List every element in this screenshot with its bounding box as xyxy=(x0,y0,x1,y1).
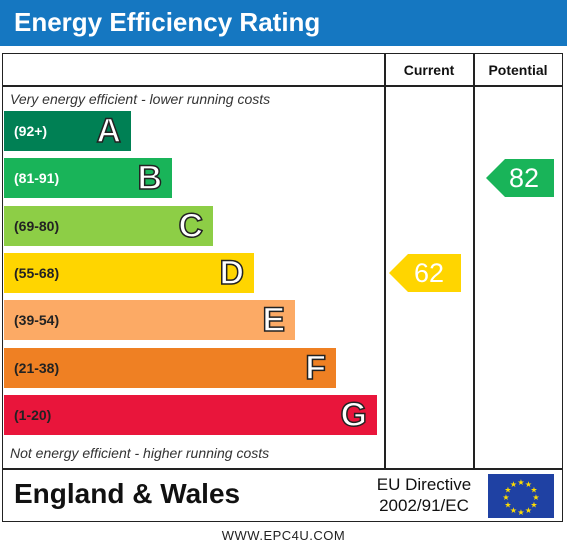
current-arrow-shape xyxy=(389,253,461,292)
band-e: (39-54) E xyxy=(4,300,295,341)
band-letter: A xyxy=(96,111,122,151)
potential-arrow-shape xyxy=(486,159,554,198)
band-letter: D xyxy=(219,253,245,293)
top-note: Very energy efficient - lower running co… xyxy=(10,91,271,107)
eu-star-icon: ★ xyxy=(502,493,509,502)
directive-line-2: 2002/91/EC xyxy=(379,496,469,515)
band-range-label: (1-20) xyxy=(14,406,52,423)
band-range-label: (92+) xyxy=(14,123,48,139)
eu-star-icon: ★ xyxy=(525,480,532,489)
potential-column-header: Potential xyxy=(488,62,548,78)
band-a: (92+) A xyxy=(4,111,131,151)
eu-star-icon: ★ xyxy=(504,501,511,510)
header-divider xyxy=(2,85,384,87)
band-range-label: (69-80) xyxy=(14,217,60,234)
band-d: (55-68) D xyxy=(4,252,254,293)
potential-rating-arrow: 82 xyxy=(486,159,554,198)
directive-line-1: EU Directive xyxy=(376,475,472,494)
eu-flag-icon: ★ ★ ★ ★ ★ ★ ★ ★ ★ ★ ★ ★ xyxy=(488,474,554,518)
eu-star-icon: ★ xyxy=(532,493,539,502)
band-letter: B xyxy=(137,159,163,199)
band-range-label: (21-38) xyxy=(14,359,60,376)
eu-star-icon: ★ xyxy=(530,501,537,510)
eu-star-icon: ★ xyxy=(510,480,517,489)
band-range-label: (81-91) xyxy=(14,170,60,187)
eu-directive: EU Directive 2002/91/EC xyxy=(366,474,482,516)
eu-star-icon: ★ xyxy=(517,478,524,487)
band-range-label: (39-54) xyxy=(14,312,60,329)
current-rating-arrow: 62 xyxy=(389,253,461,292)
band-letter: E xyxy=(262,300,286,340)
eu-star-icon: ★ xyxy=(510,506,517,515)
eu-star-icon: ★ xyxy=(530,486,537,495)
eu-stars-icon: ★★★★★★★★★ ★ ★★ xyxy=(502,478,539,517)
band-letter: C xyxy=(178,206,204,246)
band-g: (1-20) G xyxy=(4,394,377,435)
eu-star-icon: ★ xyxy=(517,508,524,517)
website-link[interactable]: WWW.EPC4U.COM xyxy=(221,528,346,543)
column-divider xyxy=(384,53,386,469)
region-label: England & Wales xyxy=(14,478,241,509)
band-letter: G xyxy=(340,395,368,435)
band-c: (69-80) C xyxy=(4,205,213,246)
band-b: (81-91) B xyxy=(4,158,172,199)
current-rating-value: 62 xyxy=(413,257,445,288)
band-letter: F xyxy=(304,348,326,388)
page-title: Energy Efficiency Rating xyxy=(14,7,321,37)
potential-rating-value: 82 xyxy=(508,163,540,194)
column-divider xyxy=(473,53,475,469)
header-divider xyxy=(384,85,562,87)
band-range-label: (55-68) xyxy=(14,264,60,281)
current-column-header: Current xyxy=(403,62,455,78)
footer-divider xyxy=(2,468,563,470)
band-f: (21-38) F xyxy=(4,347,336,388)
eu-star-icon: ★ xyxy=(504,486,511,495)
rating-table xyxy=(2,53,563,522)
title-bar: Energy Efficiency Rating xyxy=(0,0,567,46)
eu-star-icon: ★ xyxy=(525,506,532,515)
bottom-note: Not energy efficient - higher running co… xyxy=(10,445,270,461)
